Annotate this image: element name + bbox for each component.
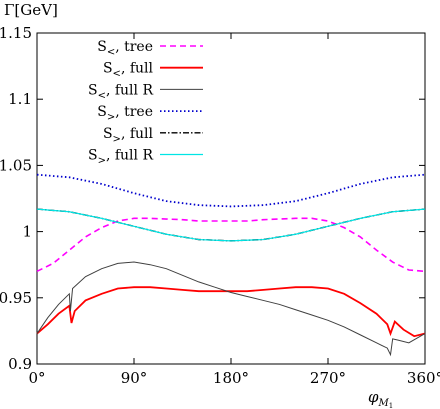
- x-tick-label: 180°: [213, 369, 249, 387]
- x-tick-label: 90°: [121, 369, 148, 387]
- x-tick-label: 0°: [28, 369, 45, 387]
- series-line-3: [36, 261, 426, 357]
- series-line-6: [36, 208, 426, 242]
- legend-label-4: S>, tree: [97, 104, 153, 123]
- y-tick-label: 1.1: [8, 90, 32, 108]
- axis-ticks: 0° 90° 180° 270° 360° 0.9 0.95 1 1.05 1.1 1.15: [0, 24, 440, 387]
- series-line-1: [36, 217, 426, 273]
- y-tick-label: 1: [22, 223, 32, 241]
- series-line-5: [36, 208, 426, 242]
- y-axis-label: Γ[GeV]: [4, 1, 58, 19]
- y-tick-label: 0.95: [0, 289, 32, 307]
- x-tick-label: 360°: [407, 369, 440, 387]
- legend-label-6: S>, full R: [88, 148, 153, 167]
- series-line-4: [36, 173, 426, 208]
- legend-label-1: S<, tree: [97, 39, 153, 58]
- x-axis-label: φM1: [368, 388, 393, 409]
- legend-label-2: S<, full: [103, 61, 154, 80]
- series-line-2: [36, 286, 426, 338]
- y-tick-label: 1.05: [0, 156, 32, 174]
- y-tick-label: 1.15: [0, 24, 32, 42]
- legend-label-3: S<, full R: [88, 82, 153, 101]
- series-layer: [36, 173, 426, 357]
- legend: S<, tree S<, full S<, full R S>, tree S>, fu…: [88, 39, 203, 167]
- x-tick-label: 270°: [310, 369, 346, 387]
- y-tick-label: 0.9: [8, 355, 32, 373]
- legend-label-5: S>, full: [103, 126, 154, 145]
